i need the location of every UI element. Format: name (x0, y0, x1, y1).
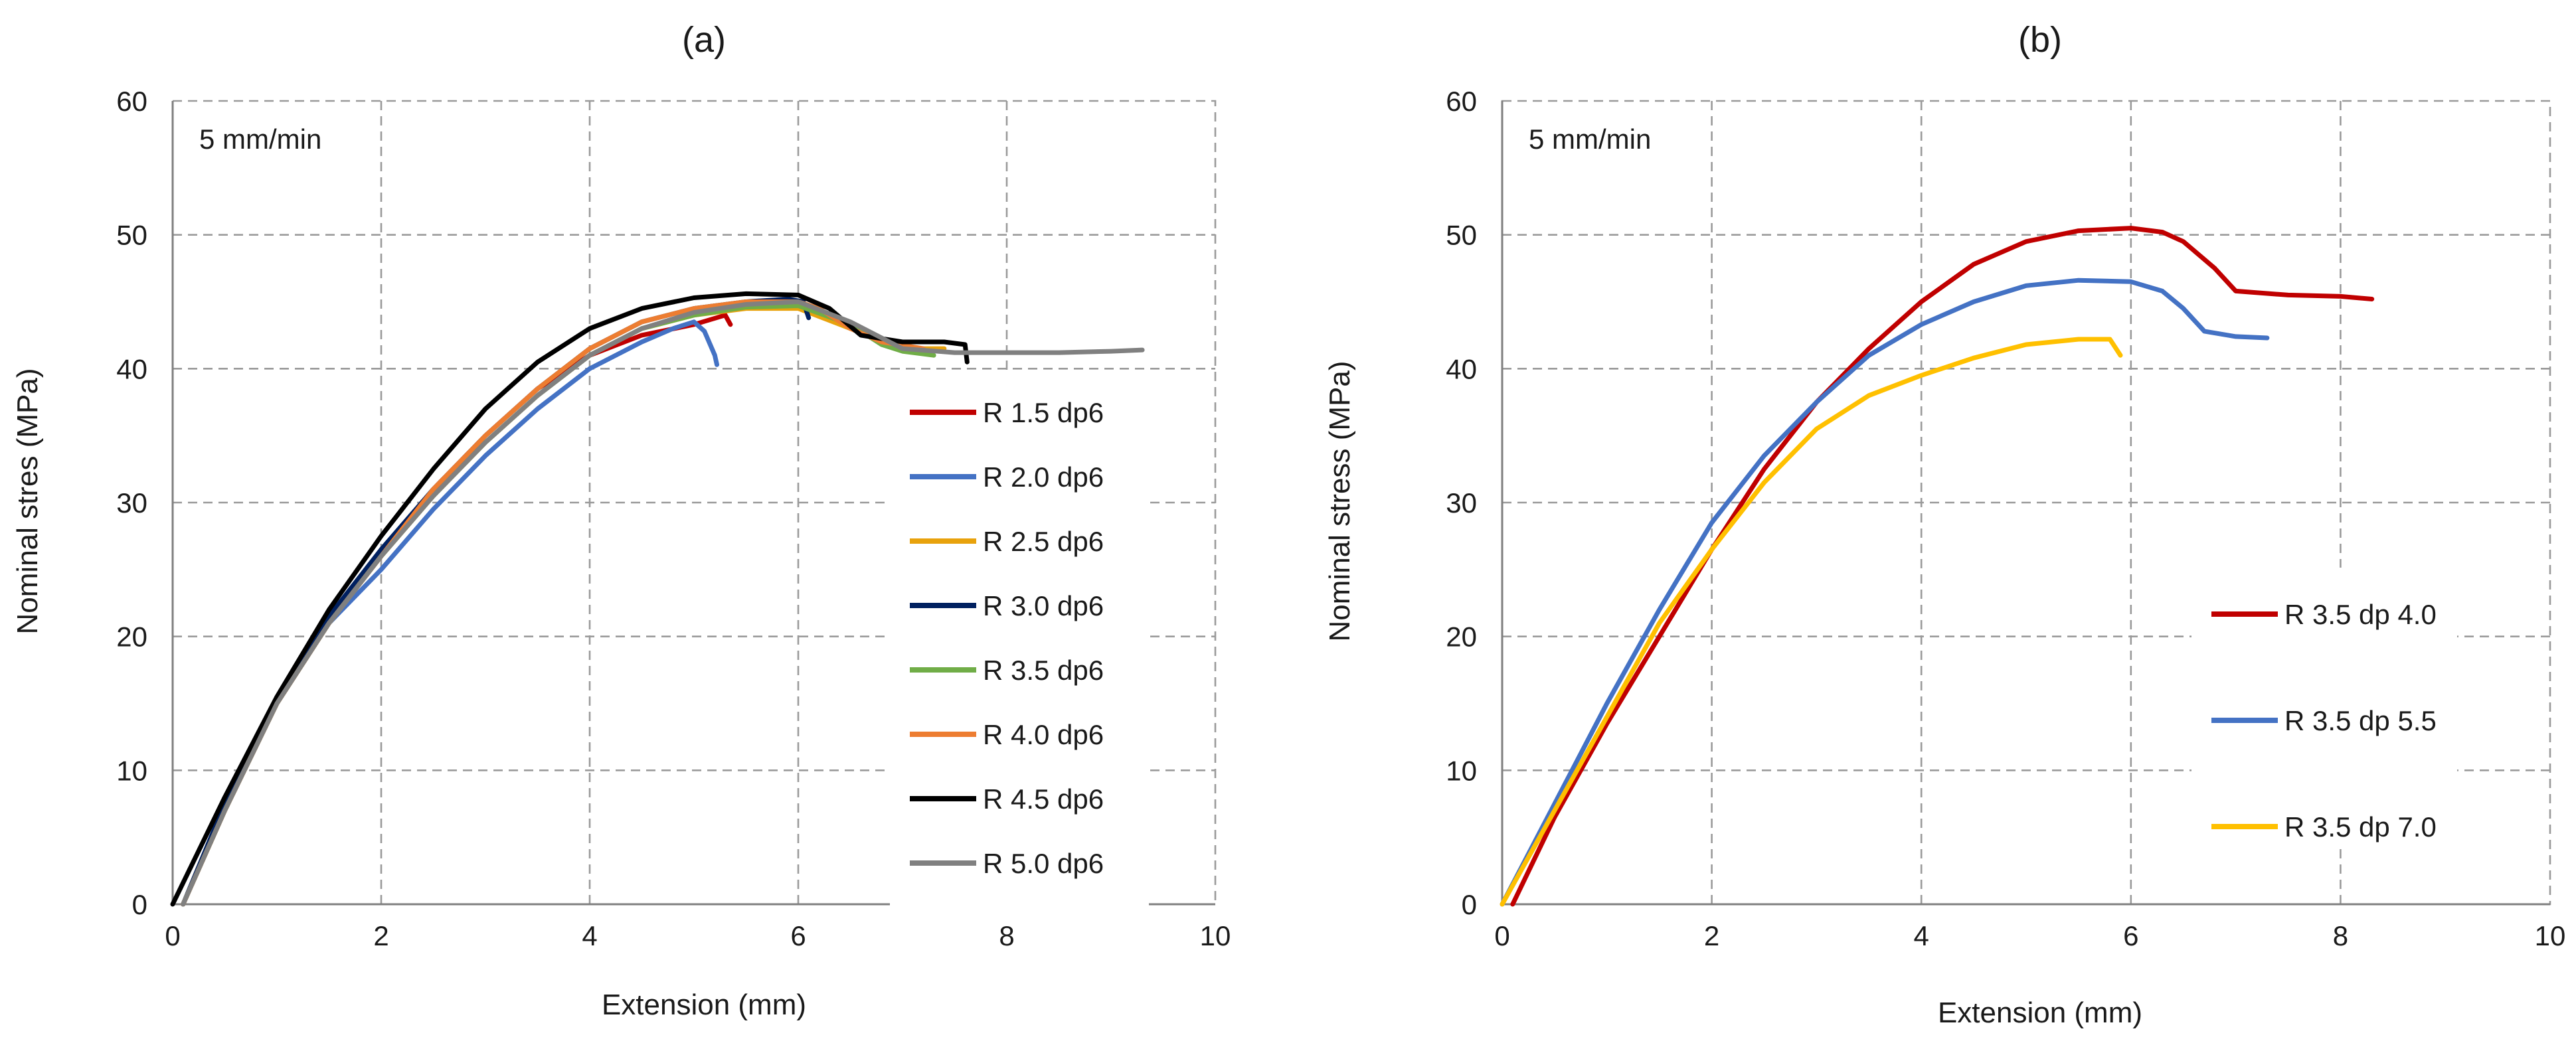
y-tick-label: 60 (116, 86, 147, 117)
series-line-r-4-0-dp6 (181, 299, 926, 907)
x-tick-label: 6 (790, 920, 806, 951)
panel-b-title: (b) (2018, 20, 2062, 60)
x-tick-label: 2 (1704, 920, 1719, 951)
series-line-r-3-5-dp-5-5 (1500, 278, 2270, 907)
y-tick-label: 10 (1446, 755, 1477, 786)
panel-a-annotation: 5 mm/min (199, 123, 321, 155)
legend-label: R 1.5 dp6 (983, 397, 1104, 428)
y-tick-label: 30 (116, 487, 147, 519)
y-tick-label: 40 (116, 353, 147, 384)
x-tick-label: 2 (373, 920, 388, 951)
panel-a-ticks: 0 2 4 6 8 10 0 10 20 30 40 50 60 (116, 86, 1231, 951)
panel-b-grid (1501, 100, 2551, 906)
panel-a-x-axis-title: Extension (mm) (602, 989, 806, 1021)
legend-background (890, 375, 1149, 906)
panel-b-x-axis-title: Extension (mm) (1938, 997, 2142, 1029)
series-line-r-3-0-dp6 (181, 297, 812, 907)
legend-label: R 3.5 dp 4.0 (2284, 599, 2437, 630)
legend-label: R 4.0 dp6 (983, 719, 1104, 750)
panel-b-annotation: 5 mm/min (1529, 123, 1651, 155)
x-tick-label: 8 (2333, 920, 2348, 951)
x-tick-label: 6 (2123, 920, 2138, 951)
y-tick-label: 30 (1446, 487, 1477, 519)
panel-b-y-axis-title: Nominal stress (MPa) (1324, 361, 1356, 642)
series-line-r-2-0-dp6 (181, 319, 719, 907)
legend-label: R 4.5 dp6 (983, 783, 1104, 815)
panel-a-y-axis-title: Nominal stres (MPa) (11, 368, 44, 635)
legend-label: R 5.0 dp6 (983, 848, 1104, 879)
series-line-r-1-5-dp6 (181, 313, 733, 907)
y-tick-label: 60 (1446, 86, 1477, 117)
y-tick-label: 20 (116, 621, 147, 653)
x-tick-label: 4 (582, 920, 597, 951)
y-tick-label: 0 (132, 889, 147, 920)
legend-label: R 3.5 dp 7.0 (2284, 811, 2437, 842)
legend-label: R 2.0 dp6 (983, 461, 1104, 493)
panel-b-series (1500, 226, 2375, 907)
panel-a-annotation-bg (199, 159, 379, 226)
legend-label: R 3.5 dp6 (983, 655, 1104, 686)
x-tick-label: 4 (1914, 920, 1929, 951)
panel-a-title: (a) (682, 20, 726, 60)
y-tick-label: 0 (1462, 889, 1477, 920)
series-line-r-5-0-dp6 (181, 299, 1145, 907)
series-line-r-3-5-dp-4-0 (1510, 226, 2375, 907)
y-tick-label: 50 (1446, 220, 1477, 251)
y-tick-label: 20 (1446, 621, 1477, 653)
panel-a-chart: (a) 0 2 4 6 8 10 0 10 20 30 40 50 60 5 mm/min R 1.5 … (11, 20, 1231, 1021)
legend-label: R 3.0 dp6 (983, 590, 1104, 621)
y-tick-label: 50 (116, 220, 147, 251)
panel-a-legend: R 1.5 dp6 R 2.0 dp6 R 2.5 dp6 R 3.0 dp6 R 3.… (890, 375, 1149, 906)
y-tick-label: 10 (116, 755, 147, 786)
x-tick-label: 0 (1494, 920, 1509, 951)
series-line-r-3-5-dp-7-0 (1500, 337, 2123, 907)
panel-a-series (170, 291, 1145, 907)
x-tick-label: 8 (999, 920, 1014, 951)
series-line-r-4-5-dp6 (170, 291, 970, 907)
panel-b-legend: R 3.5 dp 4.0 R 3.5 dp 5.5 R 3.5 dp 7.0 (2191, 568, 2457, 846)
x-tick-label: 0 (165, 920, 180, 951)
legend-label: R 3.5 dp 5.5 (2284, 705, 2437, 736)
panel-b-ticks: 0 2 4 6 8 10 0 10 20 30 40 50 60 (1446, 86, 2565, 951)
x-tick-label: 10 (2535, 920, 2566, 951)
y-tick-label: 40 (1446, 353, 1477, 384)
panel-b-chart: (b) 0 2 4 6 8 10 0 10 20 30 40 50 60 5 mm/min R 3.5 … (1324, 20, 2565, 1029)
x-tick-label: 10 (1200, 920, 1231, 951)
series-line-r-2-5-dp6 (181, 306, 947, 907)
legend-label: R 2.5 dp6 (983, 526, 1104, 557)
